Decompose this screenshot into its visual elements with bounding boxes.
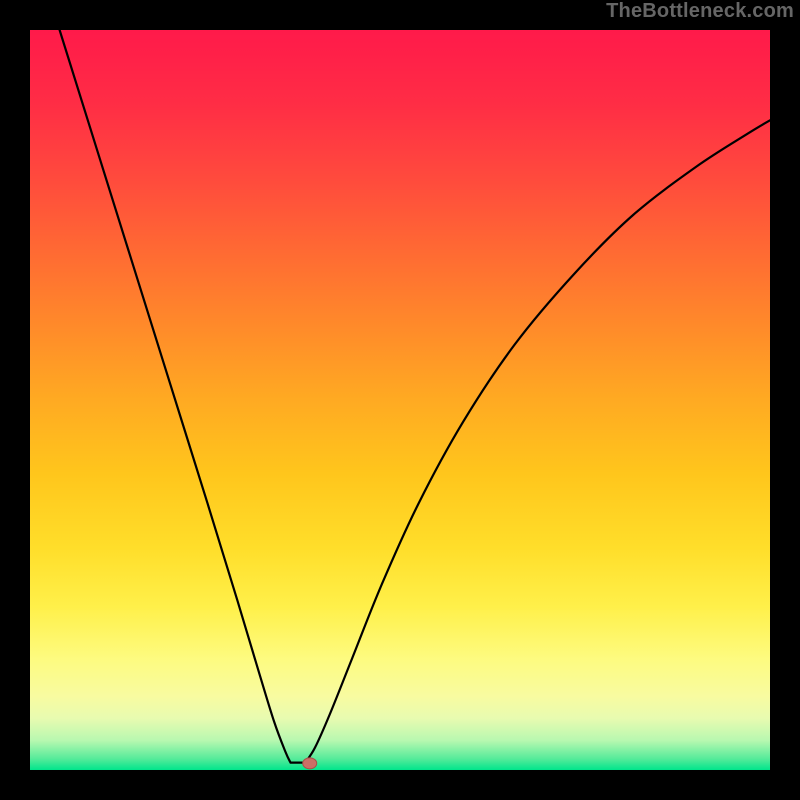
bottleneck-curve-chart [0, 0, 800, 800]
plot-gradient-background [30, 30, 770, 770]
chart-container: TheBottleneck.com [0, 0, 800, 800]
minimum-marker [303, 758, 317, 769]
watermark-text: TheBottleneck.com [606, 0, 794, 23]
